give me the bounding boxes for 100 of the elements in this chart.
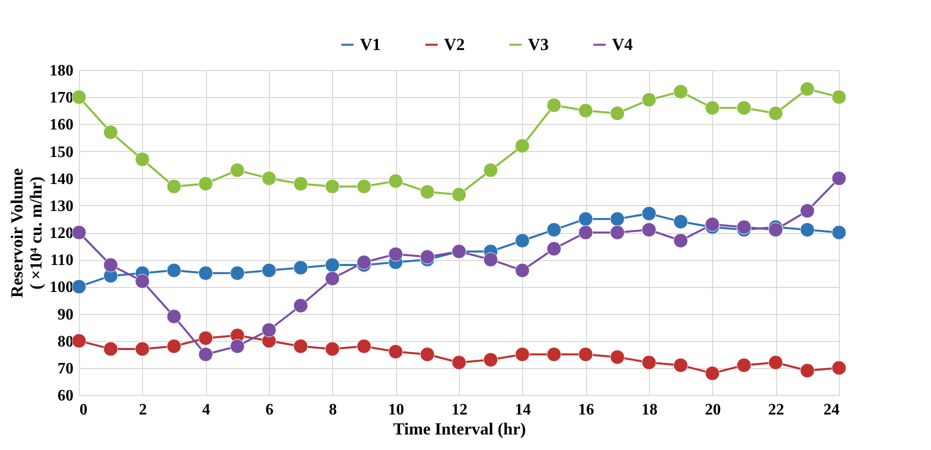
point — [546, 98, 562, 113]
point — [832, 171, 846, 186]
point — [642, 222, 656, 238]
point — [483, 352, 498, 368]
point — [483, 162, 498, 178]
y-tick-label: 80 — [58, 333, 74, 350]
point — [610, 350, 625, 364]
point — [166, 263, 182, 278]
y-tick-label: 90 — [58, 306, 74, 324]
legend-label: V2 — [444, 34, 465, 54]
point — [832, 360, 846, 376]
point — [452, 187, 466, 202]
point — [642, 206, 656, 221]
point — [388, 246, 403, 262]
point — [800, 204, 815, 218]
point — [293, 338, 308, 354]
y-tick-label: 180 — [50, 62, 74, 80]
point — [135, 152, 150, 167]
y-tick-label: 130 — [50, 198, 74, 215]
point — [325, 271, 340, 286]
point — [546, 347, 562, 362]
point — [832, 225, 846, 240]
point — [356, 338, 372, 354]
point — [262, 322, 276, 338]
legend-label: V4 — [612, 34, 634, 54]
point — [72, 334, 86, 348]
point — [325, 258, 340, 272]
point — [610, 212, 625, 226]
point — [325, 179, 340, 194]
point — [388, 174, 403, 188]
point — [356, 254, 372, 270]
point — [578, 212, 593, 226]
point — [736, 220, 752, 234]
point — [673, 358, 688, 373]
point — [103, 342, 118, 356]
point — [103, 258, 118, 272]
x-tick-label: 4 — [202, 402, 210, 418]
point — [262, 171, 276, 186]
x-tick-label: 10 — [388, 402, 404, 418]
point — [515, 233, 530, 248]
point — [546, 222, 562, 238]
point — [515, 138, 530, 154]
point — [198, 266, 213, 280]
point — [420, 347, 435, 362]
point — [673, 214, 688, 229]
point — [483, 252, 498, 267]
point — [515, 347, 530, 362]
point — [546, 241, 562, 256]
y-tick-label: 60 — [58, 388, 74, 404]
y-tick-label: 100 — [50, 279, 74, 296]
x-tick-label: 20 — [704, 402, 721, 418]
point — [673, 233, 688, 248]
y-tick-label: 110 — [50, 252, 74, 270]
point — [673, 84, 688, 99]
point — [705, 366, 720, 381]
point — [768, 106, 783, 121]
point — [72, 279, 86, 294]
point — [166, 179, 182, 194]
point — [230, 338, 245, 354]
point — [325, 342, 340, 356]
point — [262, 263, 276, 278]
point — [642, 355, 656, 370]
x-tick-label: 14 — [514, 402, 531, 418]
y-tick-label: 170 — [50, 90, 74, 107]
point — [800, 82, 815, 96]
point — [768, 222, 783, 238]
point — [578, 347, 593, 362]
point — [610, 225, 625, 240]
point — [230, 162, 245, 178]
y-tick-label: 140 — [50, 170, 74, 188]
point — [198, 330, 213, 346]
point — [515, 263, 530, 278]
x-axis-title: Time Interval (hr) — [393, 420, 526, 438]
y-tick-label: 150 — [50, 144, 74, 161]
point — [736, 100, 752, 116]
point — [578, 225, 593, 240]
legend-label: V1 — [360, 34, 381, 54]
x-tick-label: 6 — [266, 402, 274, 418]
y-tick-label: 120 — [50, 225, 74, 242]
point — [198, 176, 213, 192]
y-tick-label: 160 — [50, 116, 74, 134]
point — [293, 298, 308, 313]
x-tick-label: 24 — [824, 402, 840, 418]
point — [705, 100, 720, 116]
y-tick-label: 70 — [58, 360, 74, 378]
point — [230, 266, 245, 280]
point — [452, 355, 466, 370]
point — [72, 90, 86, 104]
point — [293, 260, 308, 276]
x-tick-label: 2 — [138, 402, 147, 418]
x-tick-label: 18 — [642, 402, 658, 418]
point — [610, 106, 625, 121]
x-tick-label: 8 — [328, 402, 337, 418]
legend-label: V3 — [528, 34, 549, 54]
point — [800, 222, 815, 238]
point — [166, 338, 182, 354]
x-tick-label: 0 — [80, 402, 88, 418]
y-axis-title: Reservoir Volume ( ×10⁴ cu. m/hr) — [8, 168, 46, 298]
point — [72, 225, 86, 240]
x-tick-label: 12 — [452, 402, 468, 418]
